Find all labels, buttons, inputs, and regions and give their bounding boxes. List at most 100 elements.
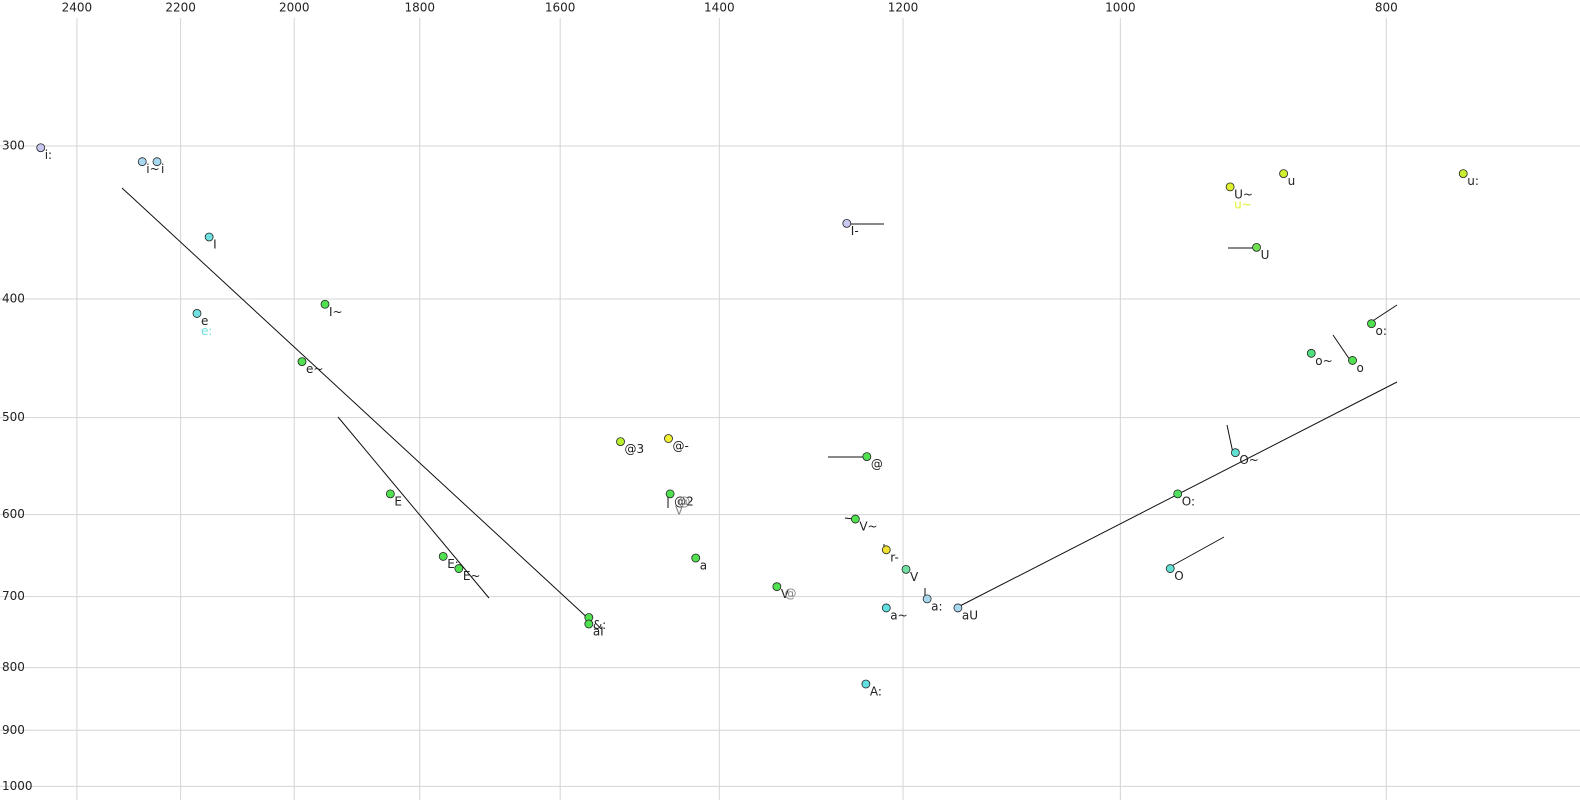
x-tick-label: 1800 [405, 1, 436, 15]
vowel-label: e [201, 314, 208, 328]
y-tick-label: 700 [2, 589, 25, 603]
vowel-point [192, 309, 202, 318]
vowel-label: V [781, 587, 790, 601]
vowel-label: I [213, 238, 217, 252]
vowel-point [1173, 489, 1183, 499]
vowel-label: O: [1182, 494, 1195, 508]
vowel-point [862, 452, 872, 462]
vowel-label: O [1174, 569, 1183, 583]
vowel-point [1279, 169, 1288, 179]
vowel-point [881, 603, 891, 613]
vowel-point [438, 552, 448, 561]
grid [0, 18, 1580, 800]
vowel-point [1458, 169, 1468, 179]
vowel-point [616, 437, 625, 446]
vowel-label: u: [1467, 174, 1479, 188]
y-tick-label: 800 [2, 660, 25, 674]
vowel-label: a: [931, 599, 942, 613]
y-tick-label: 1000 [2, 779, 33, 793]
vowel-label: aI [593, 625, 604, 639]
vowel-point [861, 679, 871, 689]
y-tick-label: 400 [2, 291, 25, 305]
y-tick-label: 900 [2, 723, 25, 737]
diphthong-lines [121, 187, 1398, 623]
vowel-point [204, 232, 214, 242]
vowel-point [691, 553, 701, 563]
vowel-point [901, 564, 911, 574]
vowel-label: V [675, 503, 684, 517]
trajectory [1332, 334, 1351, 361]
vowel-label: o: [1375, 324, 1386, 338]
vowel-label: E: [447, 557, 459, 571]
vowel-point [385, 489, 395, 499]
y-tick-label: 600 [2, 507, 25, 521]
vowel-point [1367, 319, 1376, 329]
vowel-label: U~ [1234, 187, 1253, 201]
vowel-label: r- [890, 550, 899, 564]
vowel-point [454, 564, 464, 573]
x-tick-label: 1600 [545, 1, 576, 15]
vowel-point [1230, 448, 1240, 458]
vowel-label: U [1261, 248, 1270, 262]
trajectory [337, 416, 490, 599]
vowel-point [772, 582, 782, 592]
vowel-label: I- [851, 224, 859, 238]
vowel-label: @ [678, 494, 690, 508]
vowel-label: a [700, 559, 707, 573]
vowel-label: o~ [1315, 354, 1332, 368]
vowel-point [1306, 348, 1316, 358]
vowel-point [152, 157, 162, 167]
vowel-point [297, 357, 307, 367]
vowel-point [665, 489, 675, 499]
vowel-point [850, 514, 860, 524]
vowel-point [1348, 356, 1357, 365]
vowel-point [1165, 564, 1175, 573]
vowel-point [1252, 242, 1261, 252]
x-tick-label: 1200 [888, 1, 919, 15]
vowel-label: e~ [306, 362, 323, 376]
vowel-label: @- [672, 439, 688, 453]
x-tick-label: 2400 [62, 1, 93, 15]
trajectory [1226, 424, 1234, 454]
vowel-point [842, 218, 852, 228]
vowel-label: @3 [625, 442, 645, 456]
vowel-point [1225, 182, 1235, 192]
x-tick-label: 2000 [279, 1, 310, 15]
vowel-label: E~ [463, 569, 481, 583]
y-tick-label: 300 [2, 138, 25, 152]
vowel-point [137, 157, 147, 167]
vowel-label: A: [870, 685, 882, 699]
x-tick-label: 1000 [1105, 1, 1136, 15]
vowel-point [36, 143, 46, 153]
trajectory [1167, 536, 1225, 569]
x-tick-label: 2200 [165, 1, 196, 15]
vowel-point [881, 545, 891, 555]
vowel-label: O~ [1239, 453, 1259, 467]
vowel-label: V~ [859, 520, 877, 534]
vowel-label: o [1357, 361, 1364, 375]
y-tick-label: 500 [2, 410, 25, 424]
vowel-point [584, 619, 594, 629]
vowel-label: e: [201, 324, 212, 338]
vowel-label: i: [45, 148, 52, 162]
vowel-label: u~ [1234, 197, 1252, 211]
vowel-label: @ [784, 586, 796, 600]
vowel-label: i [161, 162, 164, 176]
vowel-label: V [910, 570, 919, 584]
vowel-label: I~ [329, 305, 343, 319]
vowel-label: @ [871, 457, 883, 471]
vowel-label: aU [962, 608, 978, 622]
vowel-point [953, 603, 963, 613]
vowel-label: u [1288, 174, 1296, 188]
vowel-label: a~ [890, 608, 907, 622]
vowel-point [922, 594, 932, 604]
x-tick-label: 1400 [704, 1, 735, 15]
x-tick-label: 800 [1375, 1, 1398, 15]
vowel-label: E [394, 494, 402, 508]
vowel-point [664, 434, 673, 443]
vowel-label: &: [593, 618, 606, 632]
vowel-point [320, 299, 330, 309]
vowel-label: @2 [674, 494, 694, 508]
